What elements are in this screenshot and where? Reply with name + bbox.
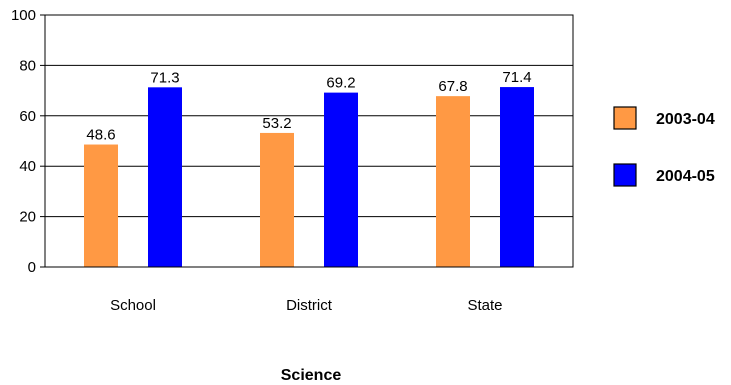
y-tick-label: 60 <box>19 108 36 125</box>
y-tick-label: 100 <box>11 7 36 24</box>
x-category-label: District <box>286 297 333 314</box>
bar-2004-05-School <box>148 87 182 267</box>
bar-2003-04-State <box>436 96 470 267</box>
bar-2004-05-District <box>324 92 358 267</box>
data-label: 67.8 <box>438 78 467 95</box>
bar-2003-04-School <box>84 144 118 267</box>
x-axis-categories: School District State <box>110 297 502 314</box>
data-label: 71.3 <box>150 69 179 86</box>
y-tick-label: 20 <box>19 209 36 226</box>
data-label: 69.2 <box>326 75 355 92</box>
legend: 2003-04 2004-05 <box>613 106 715 187</box>
legend-swatch <box>613 106 637 130</box>
data-labels: 48.6 71.3 53.2 69.2 67.8 71.4 <box>86 69 531 143</box>
data-label: 53.2 <box>262 115 291 132</box>
y-tick-label: 0 <box>28 259 36 276</box>
bar-2004-05-State <box>500 87 534 268</box>
x-category-label: School <box>110 297 156 314</box>
y-tick-label: 80 <box>19 57 36 74</box>
legend-swatch <box>613 163 637 187</box>
x-axis-title: Science <box>281 367 342 384</box>
plot-frame <box>44 14 574 268</box>
bars <box>84 87 534 268</box>
data-label: 71.4 <box>502 69 531 86</box>
x-category-label: State <box>467 297 502 314</box>
y-tick-label: 40 <box>19 158 36 175</box>
data-label: 48.6 <box>86 127 115 144</box>
legend-label: 2004-05 <box>656 168 715 185</box>
bar-2003-04-District <box>260 132 294 267</box>
gridlines <box>45 14 573 268</box>
y-axis-ticks: 0 20 40 60 80 100 <box>11 7 45 276</box>
legend-label: 2003-04 <box>656 111 715 128</box>
